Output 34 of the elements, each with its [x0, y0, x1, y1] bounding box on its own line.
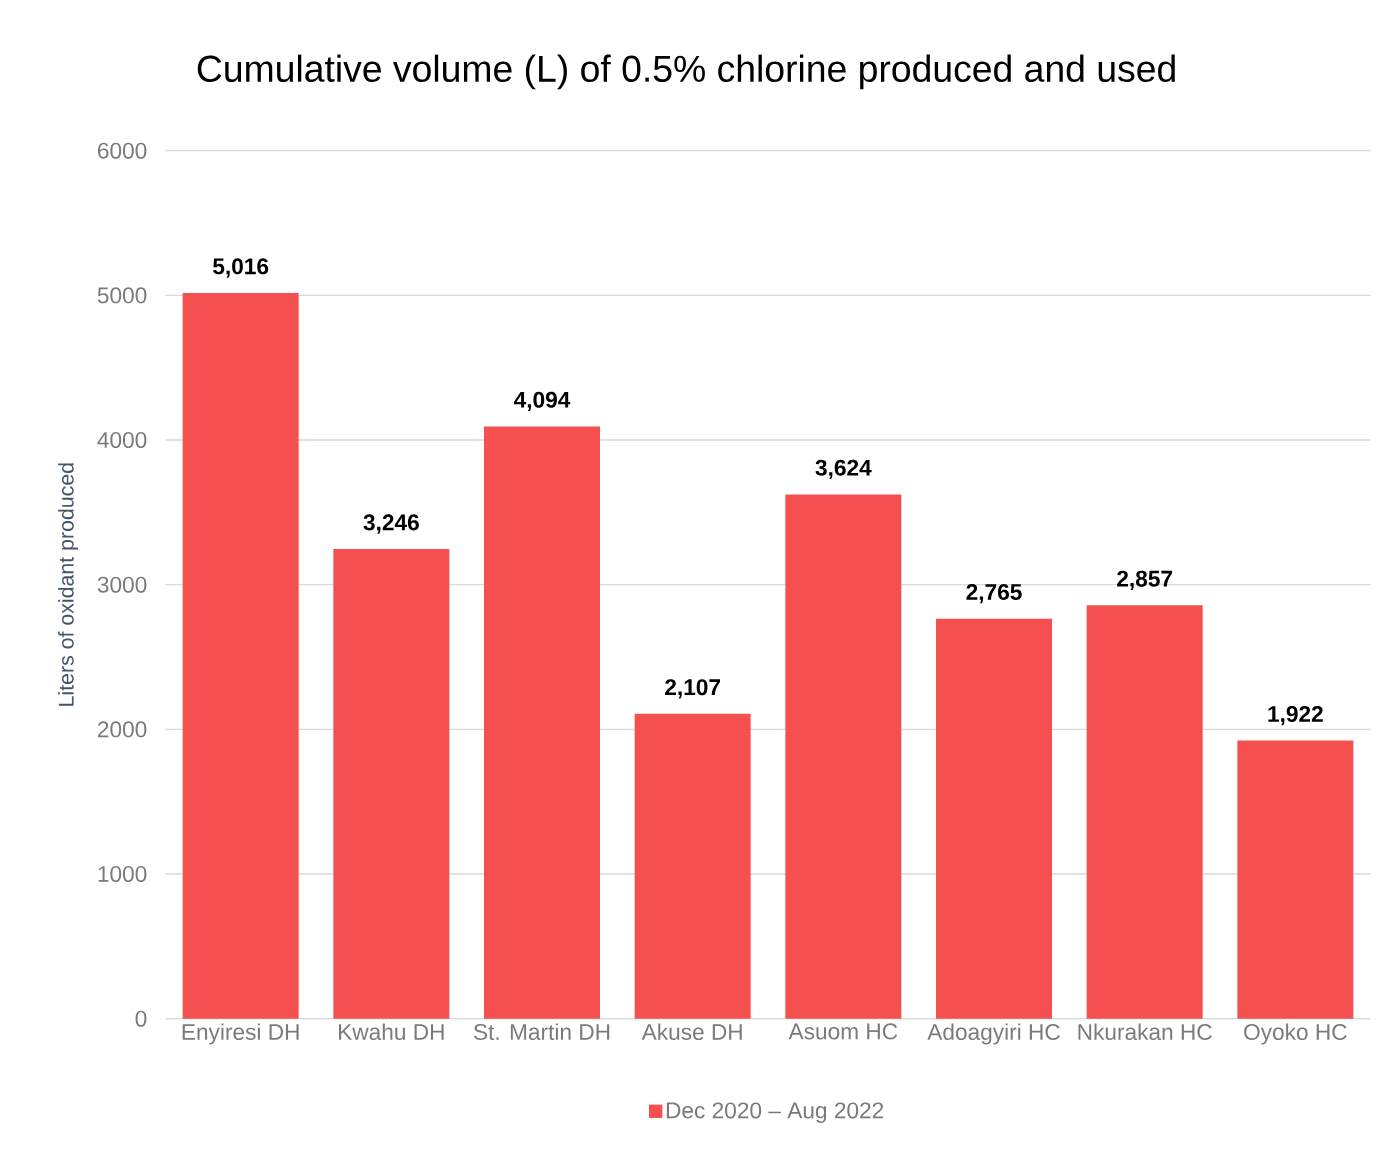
data-label: 1,922 [1268, 705, 1323, 726]
x-tick-label: Adoagyiri HC [927, 1023, 1060, 1045]
y-axis-title: Liters of oxidant produced [58, 463, 78, 706]
legend-label: Dec 2020 – Aug 2022 [666, 1102, 884, 1123]
bar [484, 426, 600, 1019]
data-label: 2,107 [665, 679, 721, 699]
y-tick-label: 6000 [98, 142, 147, 159]
x-tick-label: Nkurakan HC [1078, 1023, 1212, 1041]
bar [1237, 740, 1354, 1019]
x-tick-label: Oyoko HC [1244, 1023, 1347, 1045]
bar [936, 618, 1053, 1019]
y-tick-label: 0 [135, 1010, 147, 1027]
x-tick-label: St. Martin DH [473, 1023, 610, 1041]
bar [1086, 605, 1203, 1019]
chart-title: Cumulative volume (L) of 0.5% chlorine produced and used [197, 54, 1175, 90]
y-tick-label: 1000 [98, 865, 147, 883]
x-tick-label: Akuse DH [641, 1023, 742, 1041]
data-label: 5,016 [213, 258, 269, 278]
data-label: 4,094 [513, 391, 571, 412]
y-tick-label: 3000 [97, 576, 147, 593]
bar [785, 494, 902, 1019]
data-label: 3,246 [363, 514, 419, 534]
y-tick-label: 4000 [97, 431, 147, 449]
y-tick-label: 2000 [98, 721, 147, 738]
bar [182, 293, 299, 1019]
bar [333, 549, 450, 1019]
x-tick-label: Asuom HC [788, 1023, 898, 1040]
data-label: 2,857 [1117, 570, 1173, 590]
bar [634, 713, 751, 1019]
x-tick-label: Enyiresi DH [182, 1023, 299, 1045]
data-label: 3,624 [815, 459, 872, 480]
x-tick-label: Kwahu DH [339, 1023, 444, 1041]
y-tick-label: 5000 [97, 287, 147, 304]
data-label: 2,765 [966, 583, 1022, 604]
